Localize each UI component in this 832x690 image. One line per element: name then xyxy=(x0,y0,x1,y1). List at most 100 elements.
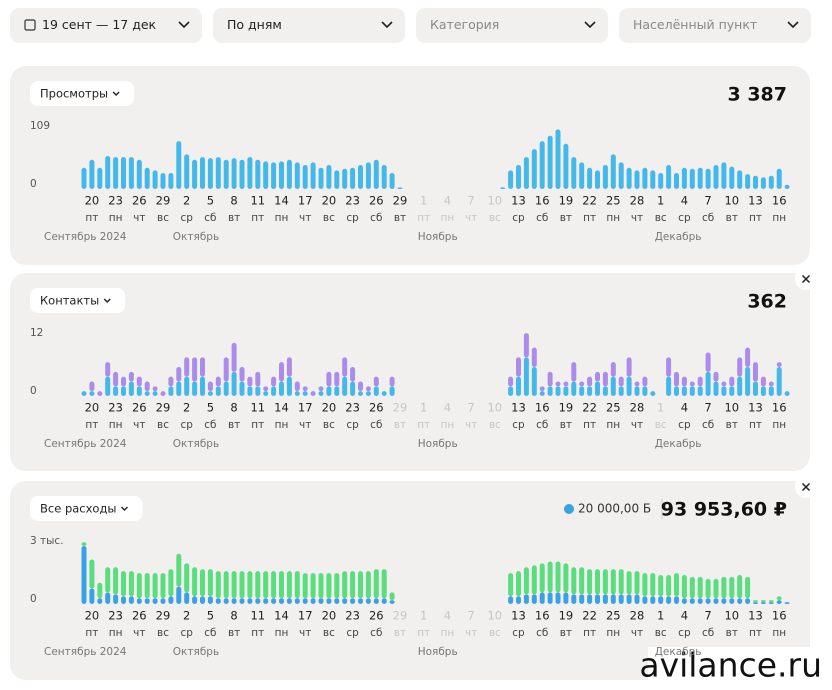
bar xyxy=(334,598,340,604)
weekday-label: сб xyxy=(370,419,382,431)
bar xyxy=(176,367,182,382)
bar xyxy=(713,165,719,189)
y-tick-label: 0 xyxy=(30,385,37,397)
x-tick-label: 25 xyxy=(606,609,621,623)
period-filter[interactable] xyxy=(213,8,405,43)
bar xyxy=(81,391,87,396)
bar xyxy=(555,381,561,387)
bar xyxy=(81,167,87,189)
city-filter[interactable] xyxy=(619,8,811,43)
bar xyxy=(215,386,221,396)
x-tick-label: 10 xyxy=(487,194,502,208)
bar xyxy=(263,598,269,604)
bar xyxy=(255,386,261,396)
x-tick-label: 4 xyxy=(444,194,451,208)
bar xyxy=(81,542,87,546)
category-filter[interactable] xyxy=(416,8,608,43)
bar xyxy=(326,573,332,599)
bar xyxy=(302,391,308,396)
bar xyxy=(618,386,624,396)
bar xyxy=(745,598,751,604)
weekday-label: пн xyxy=(441,212,455,224)
bar xyxy=(389,376,395,387)
bar xyxy=(737,598,743,604)
bar xyxy=(642,167,648,189)
bar xyxy=(531,565,537,595)
metric-total: 3 387 xyxy=(728,84,788,106)
x-tick-label: 20 xyxy=(322,194,337,208)
bar xyxy=(666,575,672,597)
bar xyxy=(689,576,695,599)
x-tick-label: 1 xyxy=(420,194,427,208)
bar xyxy=(310,162,316,189)
weekday-label: ср xyxy=(346,419,359,431)
bar xyxy=(776,168,782,189)
bar xyxy=(105,567,111,593)
bar xyxy=(753,175,758,189)
bar xyxy=(128,157,134,189)
x-tick-label: 1 xyxy=(657,609,664,623)
bar xyxy=(531,594,537,604)
x-tick-label: 13 xyxy=(511,401,526,415)
weekday-label: вс xyxy=(323,419,335,431)
bar xyxy=(642,596,648,604)
bar xyxy=(373,159,379,189)
bar xyxy=(713,578,719,599)
metric-selector[interactable] xyxy=(30,288,126,313)
weekday-label: пн xyxy=(109,212,123,224)
bar xyxy=(745,347,751,367)
bar xyxy=(539,386,545,392)
bar xyxy=(184,592,190,604)
card xyxy=(10,273,810,471)
bar xyxy=(508,170,514,189)
bar xyxy=(768,175,774,189)
bar xyxy=(595,371,600,382)
bar xyxy=(168,173,174,189)
x-tick-label: 19 xyxy=(559,194,574,208)
weekday-label: ср xyxy=(512,419,525,431)
bar xyxy=(192,567,198,597)
bar xyxy=(184,563,190,593)
bar xyxy=(595,170,600,189)
weekday-label: пт xyxy=(749,419,762,431)
metric-selector[interactable] xyxy=(30,81,135,106)
x-tick-label: 29 xyxy=(156,609,171,623)
weekday-label: пт xyxy=(749,212,762,224)
weekday-label: ср xyxy=(346,212,359,224)
bar xyxy=(674,386,679,396)
bar xyxy=(350,571,356,599)
chevron xyxy=(103,298,111,303)
bar xyxy=(350,381,356,396)
weekday-label: чт xyxy=(465,419,477,431)
bar xyxy=(239,381,245,396)
bar xyxy=(642,386,648,396)
bar xyxy=(745,174,751,189)
bar xyxy=(144,573,150,599)
bar xyxy=(144,381,150,392)
x-tick-label: 1 xyxy=(420,401,427,415)
bar xyxy=(286,598,292,604)
bar xyxy=(113,157,119,189)
bar xyxy=(721,576,727,599)
bar xyxy=(681,598,687,604)
bar xyxy=(160,391,166,396)
weekday-label: сб xyxy=(370,627,382,639)
month-label: Ноябрь xyxy=(418,438,458,450)
metric-selector[interactable] xyxy=(30,496,143,521)
bar xyxy=(579,594,585,604)
bar xyxy=(705,371,711,396)
bar xyxy=(381,569,387,599)
bar xyxy=(516,165,521,189)
x-tick-label: 4 xyxy=(444,401,451,415)
month-label: Октябрь xyxy=(173,231,219,243)
date-filter[interactable] xyxy=(10,8,202,43)
weekday-label: вт xyxy=(560,419,572,431)
x-tick-label: 19 xyxy=(559,401,574,415)
x-tick-label: 17 xyxy=(298,194,313,208)
filter-label: Категория xyxy=(430,17,499,32)
weekday-label: вс xyxy=(157,627,169,639)
x-tick-label: 28 xyxy=(630,401,645,415)
bar xyxy=(634,386,640,396)
bar xyxy=(571,594,577,604)
bar xyxy=(697,598,703,604)
